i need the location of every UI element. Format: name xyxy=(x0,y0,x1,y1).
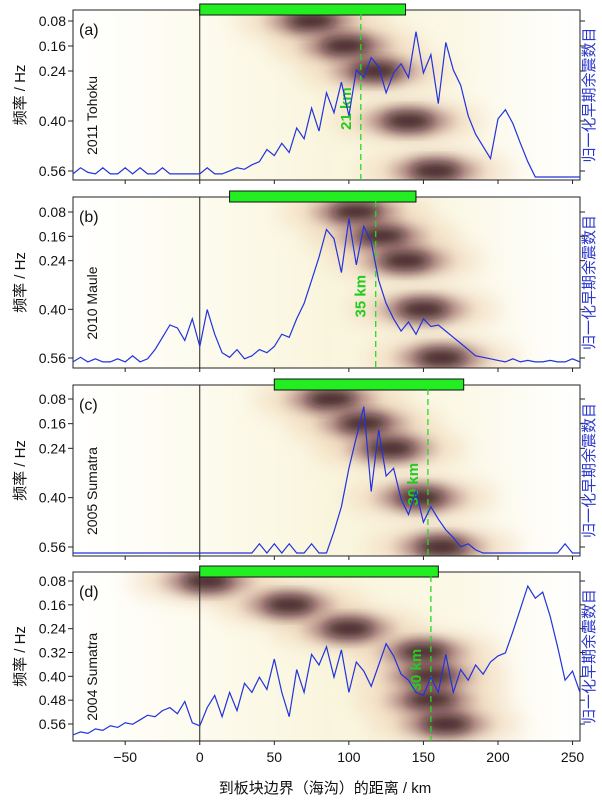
panel-letter: (c) xyxy=(79,397,98,414)
heatmap-peak xyxy=(322,619,375,638)
heatmap-peak xyxy=(263,595,316,614)
heatmap-peak xyxy=(337,414,390,433)
heatmap-peak xyxy=(364,439,417,458)
event-label: 2004 Sumatra xyxy=(84,633,100,721)
y-axis-label: 频率 / Hz xyxy=(12,440,29,501)
heatmap xyxy=(73,197,580,368)
rupture-bar xyxy=(199,565,439,578)
y-tick-label: 0.40 xyxy=(39,301,66,317)
y-tick-label: 0.56 xyxy=(39,163,66,179)
y-tick-label: 0.08 xyxy=(39,573,66,589)
y-tick-label: 0.24 xyxy=(39,621,66,637)
x-tick-label: −50 xyxy=(113,749,137,765)
heatmap-peak xyxy=(419,715,472,733)
y-tick-label: 0.56 xyxy=(39,350,66,366)
y-axis-label: 频率 / Hz xyxy=(12,626,29,687)
panel-c: 30 km 0.08 0.16 0.24 0.40 0.56 频率 / Hz 归一化早期余震数… xyxy=(12,378,598,560)
rupture-bar xyxy=(229,190,417,203)
heatmap-peak xyxy=(397,643,450,662)
y-tick-label: 0.40 xyxy=(39,668,66,684)
y-tick-label: 0.56 xyxy=(39,539,66,555)
depth-label: 21 km xyxy=(338,87,355,130)
heatmap-peak xyxy=(415,349,468,367)
y-tick-label: 0.16 xyxy=(39,597,66,613)
y-tick-label: 0.32 xyxy=(39,645,66,661)
y-tick-label: 0.48 xyxy=(39,692,66,708)
x-axis: −50 0 50 100 150 200 250 xyxy=(113,749,584,765)
event-label: 2005 Sumatra xyxy=(84,447,100,535)
y-tick-label: 0.16 xyxy=(39,228,66,244)
heatmap-peak xyxy=(285,12,338,30)
heatmap-peak xyxy=(355,227,408,246)
rupture-bar xyxy=(199,3,407,16)
panel-letter: (a) xyxy=(79,22,99,39)
y-tick-label: 0.16 xyxy=(39,38,66,54)
y-tick-label: 0.40 xyxy=(39,113,66,129)
event-label: 2010 Maule xyxy=(84,266,100,339)
heatmap-peak xyxy=(394,488,447,507)
depth-label: 30 km xyxy=(408,649,425,692)
y-tick-label: 0.24 xyxy=(39,63,66,79)
heatmap-peak xyxy=(319,37,372,55)
right-axis-label: 归一化早期余震数目 xyxy=(580,403,598,538)
y-tick-label: 0.24 xyxy=(39,253,66,269)
heatmap-peak xyxy=(415,538,468,556)
heatmap-peak xyxy=(304,390,357,408)
heatmap-peak xyxy=(382,112,435,130)
x-tick-label: 200 xyxy=(486,749,510,765)
aftershock-curve xyxy=(72,31,580,178)
heatmap xyxy=(73,10,580,180)
panel-d: 30 km 0.08 0.16 0.24 0.32 0.40 0.48 0.56 频率 / Hz… xyxy=(12,565,598,745)
event-label: 2011 Tohoku xyxy=(84,76,100,155)
y-tick-label: 0.16 xyxy=(39,416,66,432)
y-tick-label: 0.40 xyxy=(39,490,66,506)
panel-letter: (b) xyxy=(79,209,99,226)
y-tick-label: 0.24 xyxy=(39,440,66,456)
depth-label: 35 km xyxy=(353,275,370,318)
y-axis-label: 频率 / Hz xyxy=(12,252,29,313)
x-tick-label: 100 xyxy=(337,749,361,765)
aftershock-curve xyxy=(73,406,580,554)
right-axis-label: 归一化早期余震数目 xyxy=(580,27,598,162)
heatmap-peak xyxy=(330,203,383,221)
panel-letter: (d) xyxy=(79,584,99,601)
x-axis-label: 到板块边界（海沟）的距离 / km xyxy=(219,779,432,797)
heatmap-peak xyxy=(409,162,462,180)
y-tick-label: 0.08 xyxy=(39,204,66,220)
x-tick-label: 50 xyxy=(267,749,283,765)
x-tick-label: 250 xyxy=(561,749,585,765)
y-tick-label: 0.08 xyxy=(39,13,66,29)
rupture-bar xyxy=(273,378,465,391)
y-tick-label: 0.56 xyxy=(39,716,66,732)
heatmap xyxy=(73,385,580,556)
x-tick-label: 0 xyxy=(196,749,204,765)
x-tick-label: 150 xyxy=(412,749,436,765)
depth-label: 30 km xyxy=(405,463,422,506)
panel-a: 21 km 0.08 0.16 0.24 0.40 0.56 频率 / Hz 归一化早期余震数… xyxy=(12,3,598,184)
y-axis-label: 频率 / Hz xyxy=(12,65,29,126)
heatmap-peak xyxy=(349,62,402,80)
aftershock-curve xyxy=(72,218,581,363)
panel-b: 35 km 0.08 0.16 0.24 0.40 0.56 频率 / Hz 归一化早期余震数… xyxy=(12,190,598,372)
aftershock-curve xyxy=(72,584,581,736)
heatmap-peak xyxy=(379,251,432,270)
right-axis-label: 归一化早期余震数目 xyxy=(580,215,598,350)
right-axis-label: 归一化早期余震数目 xyxy=(580,589,598,724)
heatmap-peak xyxy=(397,300,450,319)
y-tick-label: 0.08 xyxy=(39,391,66,407)
